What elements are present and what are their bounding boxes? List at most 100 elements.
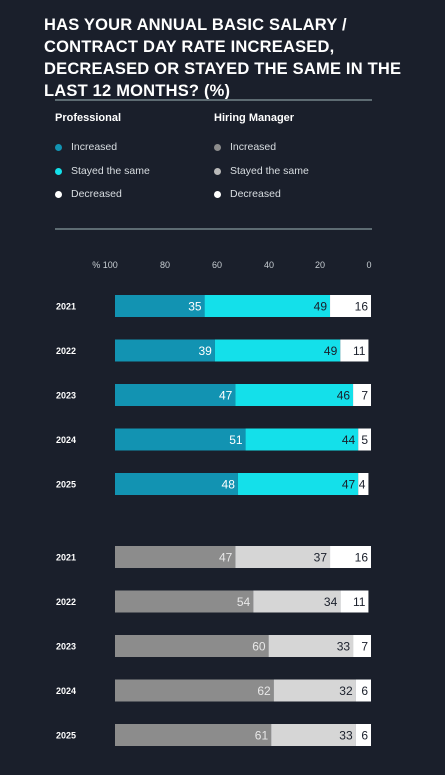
- legend-label: Stayed the same: [230, 165, 309, 177]
- top-divider: [55, 99, 372, 101]
- bar-segment-increased: [115, 724, 272, 746]
- bar-value-label: 62: [257, 684, 271, 698]
- bar-value-label: 5: [361, 433, 368, 447]
- legend-item-hm-increased: Increased: [214, 141, 276, 153]
- legend-swatch: [214, 190, 221, 198]
- bar-value-label: 35: [188, 300, 202, 314]
- bar-value-label: 61: [255, 729, 269, 743]
- axis-tick-label: % 100: [92, 260, 118, 270]
- bar-value-label: 46: [337, 389, 351, 403]
- bar-segment-decreased: [355, 679, 371, 702]
- legend-swatch: [55, 143, 62, 151]
- bar-value-label: 49: [324, 344, 338, 358]
- bar-segment-decreased: [358, 428, 371, 451]
- legend-item-hm-stayed: Stayed the same: [214, 165, 309, 177]
- legend-label: Increased: [230, 141, 277, 153]
- bar-value-label: 32: [339, 684, 353, 698]
- legend-item-hm-decreased: Decreased: [214, 188, 281, 200]
- bar-segment-stayed-the-same: [235, 546, 331, 568]
- axis-tick-label: 40: [264, 260, 274, 270]
- legend-swatch: [214, 167, 221, 175]
- bar-segment-decreased: [330, 546, 371, 568]
- legend-item-professional-stayed: Stayed the same: [55, 165, 150, 177]
- legend-label: Increased: [71, 141, 118, 153]
- row-year-label: 2025: [56, 731, 76, 741]
- bar-value-label: 11: [353, 344, 366, 358]
- bar-segment-stayed-the-same: [273, 679, 356, 702]
- legend-item-professional-decreased: Decreased: [55, 188, 122, 200]
- bar-segment-increased: [115, 384, 236, 406]
- bar-segment-increased: [115, 295, 205, 317]
- bar-segment-stayed-the-same: [271, 724, 356, 746]
- bar-value-label: 39: [198, 344, 212, 358]
- bar-segment-decreased: [353, 635, 371, 657]
- row-year-label: 2025: [56, 480, 76, 490]
- bar-value-label: 47: [342, 478, 356, 492]
- bar-value-label: 54: [237, 595, 251, 609]
- legend-group-professional: Professional: [55, 112, 122, 124]
- row-year-label: 2021: [56, 553, 76, 563]
- bar-segment-increased: [115, 428, 246, 451]
- bar-value-label: 16: [355, 551, 369, 565]
- row-year-label: 2022: [56, 597, 76, 607]
- axis-tick-label: 20: [315, 260, 325, 270]
- legend-label: Stayed the same: [71, 165, 150, 177]
- chart-title: HAS YOUR ANNUAL BASIC SALARY / CONTRACT …: [44, 16, 402, 100]
- legend-swatch: [55, 167, 62, 175]
- bar-value-label: 4: [359, 478, 366, 492]
- bar-segment-decreased: [353, 384, 371, 406]
- bar-segment-stayed-the-same: [204, 295, 331, 317]
- bar-value-label: 60: [252, 640, 266, 654]
- legend-swatch: [55, 190, 62, 198]
- bar-value-label: 51: [229, 433, 243, 447]
- bar-value-label: 34: [324, 595, 338, 609]
- bar-segment-stayed-the-same: [268, 635, 354, 657]
- axis-tick-label: 80: [160, 260, 170, 270]
- axis-tick-label: 0: [366, 260, 371, 270]
- bar-segment-increased: [115, 679, 274, 702]
- bar-segment-decreased: [330, 295, 371, 317]
- bar-segment-increased: [115, 473, 238, 495]
- bar-segment-increased: [115, 590, 254, 613]
- bar-segment-stayed-the-same: [235, 384, 354, 406]
- bar-value-label: 6: [361, 684, 368, 698]
- axis-tick-label: 60: [212, 260, 222, 270]
- bar-segment-stayed-the-same: [245, 428, 359, 451]
- bar-segment-decreased: [355, 724, 371, 746]
- bar-segment-stayed-the-same: [214, 339, 341, 362]
- row-year-label: 2023: [56, 642, 76, 652]
- bar-value-label: 16: [355, 300, 369, 314]
- bar-segment-increased: [115, 339, 215, 362]
- row-year-label: 2024: [56, 435, 76, 445]
- bar-value-label: 7: [361, 640, 368, 654]
- row-year-label: 2024: [56, 686, 76, 696]
- legend-divider: [55, 228, 372, 230]
- bar-value-label: 37: [314, 551, 328, 565]
- bar-segment-increased: [115, 635, 269, 657]
- legend-item-professional-increased: Increased: [55, 141, 117, 153]
- bar-value-label: 33: [339, 729, 353, 743]
- bar-value-label: 33: [337, 640, 351, 654]
- bar-segment-decreased: [340, 339, 369, 362]
- row-year-label: 2023: [56, 391, 76, 401]
- bar-value-label: 7: [361, 389, 368, 403]
- bar-segment-increased: [115, 546, 236, 568]
- bar-value-label: 44: [342, 433, 356, 447]
- row-year-label: 2022: [56, 346, 76, 356]
- bar-segment-stayed-the-same: [253, 590, 341, 613]
- bar-value-label: 11: [353, 595, 366, 609]
- legend-label: Decreased: [71, 188, 122, 200]
- bar-segment-decreased: [340, 590, 369, 613]
- bar-segment-stayed-the-same: [237, 473, 359, 495]
- legend-label: Decreased: [230, 188, 281, 200]
- bar-value-label: 49: [314, 300, 328, 314]
- row-year-label: 2021: [56, 302, 76, 312]
- bar-value-label: 47: [219, 389, 233, 403]
- bar-value-label: 6: [361, 729, 368, 743]
- bar-value-label: 48: [222, 478, 236, 492]
- legend-group-hiring-manager: Hiring Manager: [214, 112, 295, 124]
- bar-segment-decreased: [358, 473, 369, 495]
- legend-swatch: [214, 143, 221, 151]
- bar-value-label: 47: [219, 551, 233, 565]
